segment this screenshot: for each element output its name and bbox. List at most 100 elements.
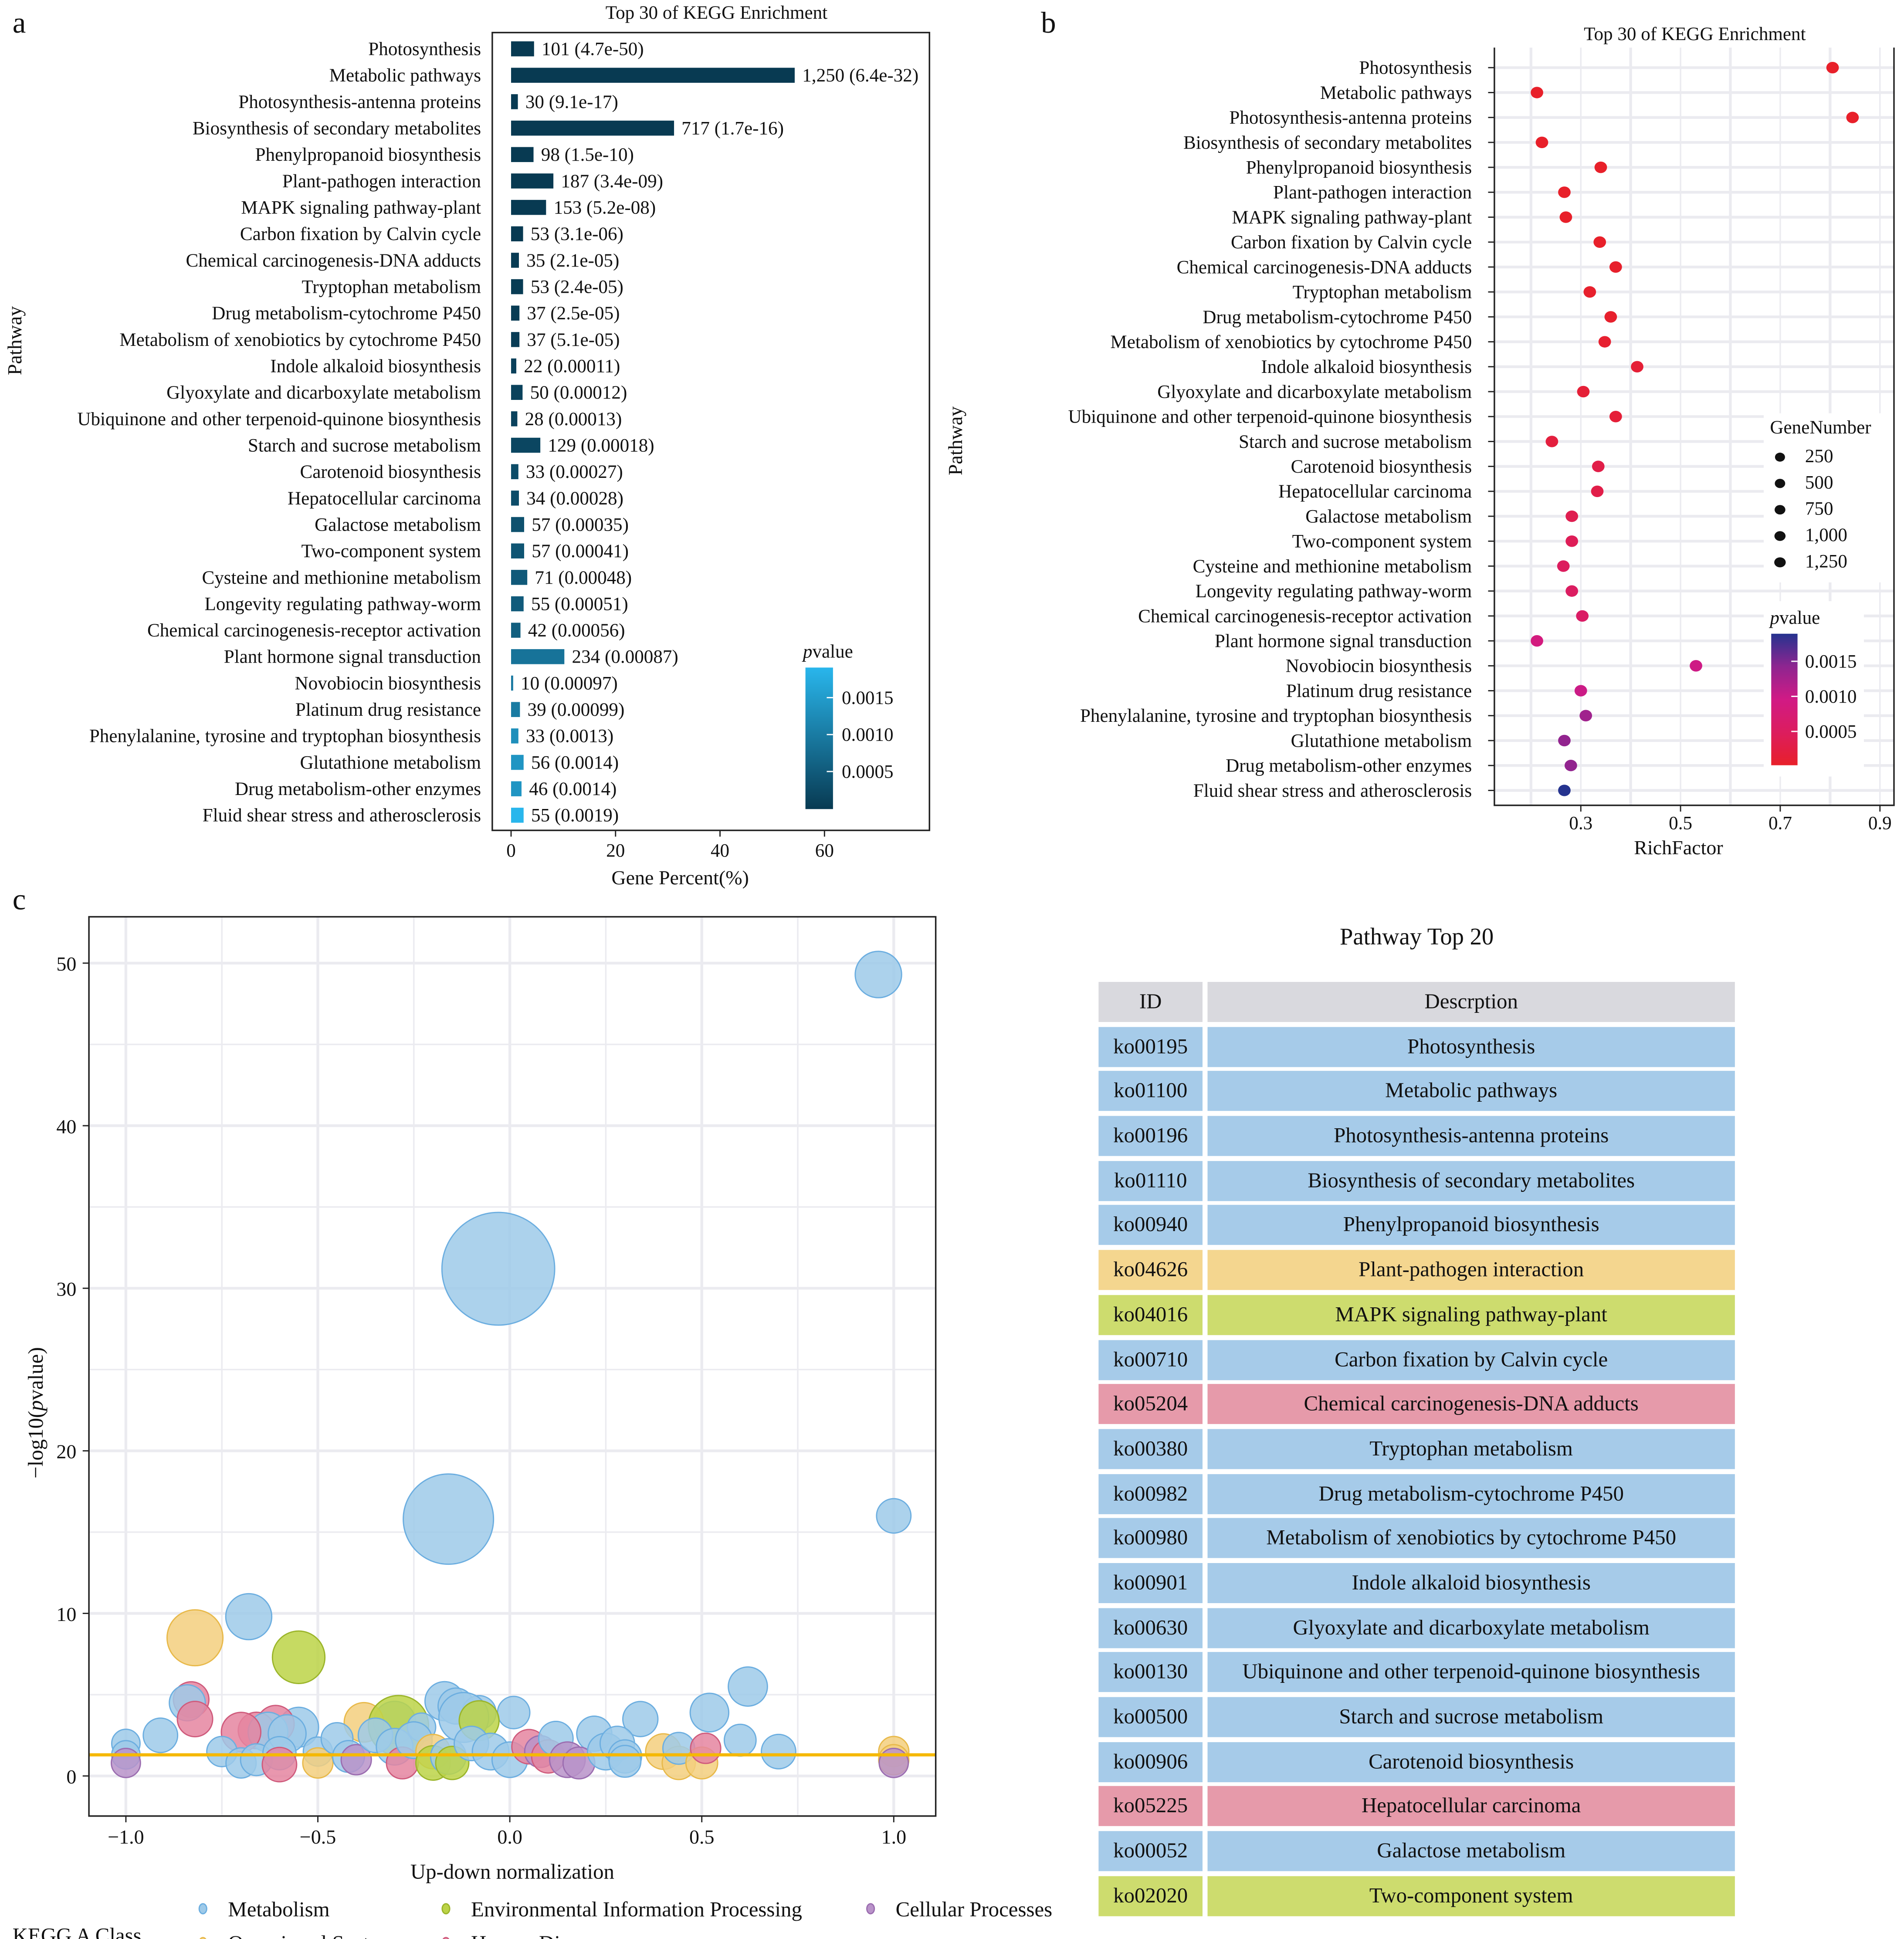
bar bbox=[511, 200, 546, 215]
dot bbox=[1609, 411, 1622, 423]
pathway-label: Cysteine and methionine metabolism bbox=[1193, 556, 1472, 577]
pathway-label: Metabolic pathways bbox=[329, 65, 481, 86]
table-row: ko02020 Two-component system bbox=[1098, 1876, 1735, 1916]
pathway-label: Plant hormone signal transduction bbox=[1215, 631, 1472, 652]
pathway-label: Two-component system bbox=[302, 541, 481, 562]
pathway-label: Longevity regulating pathway-worm bbox=[205, 594, 481, 614]
dot bbox=[1565, 535, 1579, 547]
y-tick-label: 50 bbox=[56, 953, 76, 975]
pathway-label: Tryptophan metabolism bbox=[1293, 282, 1472, 303]
pathway-label: MAPK signaling pathway-plant bbox=[241, 197, 481, 218]
bubble bbox=[261, 1746, 298, 1783]
color-legend-title: pvalue bbox=[1768, 608, 1820, 628]
pathway-label: Chemical carcinogenesis-receptor activat… bbox=[147, 620, 481, 641]
bubble bbox=[166, 1609, 224, 1667]
pathway-label: Novobiocin biosynthesis bbox=[295, 673, 481, 694]
table-row: ko00130 Ubiquinone and other terpenoid-qu… bbox=[1098, 1652, 1735, 1693]
pathway-label: Phenylalanine, tyrosine and tryptophan b… bbox=[1080, 706, 1472, 726]
pathway-table: ID Descrption ko00195 Photosynthesis ko01100… bbox=[1098, 982, 1735, 1921]
cell-id: ID bbox=[1098, 982, 1203, 1022]
pathway-label: Indole alkaloid biosynthesis bbox=[270, 356, 481, 376]
pathway-label: Phenylpropanoid biosynthesis bbox=[1246, 157, 1472, 178]
pathway-label: Platinum drug resistance bbox=[295, 700, 481, 720]
bar bbox=[511, 173, 554, 189]
bubble bbox=[142, 1717, 179, 1753]
dot bbox=[1591, 485, 1604, 497]
pathway-label: Photosynthesis-antenna proteins bbox=[1229, 108, 1472, 128]
bar-data-label: 153 (5.2e-08) bbox=[554, 197, 656, 218]
bar-data-label: 37 (5.1e-05) bbox=[527, 330, 620, 350]
size-legend-dot bbox=[1774, 531, 1786, 541]
bar-data-label: 33 (0.00027) bbox=[526, 462, 623, 482]
legend-tick-label: 0.0010 bbox=[842, 725, 894, 745]
pathway-label: Ubiquinone and other terpenoid-quinone b… bbox=[77, 409, 481, 430]
y-axis-label: Pathway bbox=[944, 406, 966, 475]
dot bbox=[1535, 136, 1548, 149]
cell-id: ko00052 bbox=[1098, 1831, 1203, 1871]
cell-id: ko00901 bbox=[1098, 1563, 1203, 1603]
bar bbox=[511, 68, 795, 83]
bar-data-label: 98 (1.5e-10) bbox=[541, 145, 634, 165]
bar bbox=[511, 147, 534, 162]
dot bbox=[1690, 660, 1702, 672]
table-row: ko05204 Chemical carcinogenesis-DNA adduc… bbox=[1098, 1384, 1735, 1425]
pathway-label: Two-component system bbox=[1292, 531, 1472, 552]
bar-data-label: 129 (0.00018) bbox=[548, 435, 654, 456]
pathway-label: Phenylpropanoid biosynthesis bbox=[255, 145, 481, 165]
legend-swatch bbox=[199, 1937, 207, 1939]
y-axis-label: −log10(pvalue) bbox=[24, 1347, 47, 1479]
bubble bbox=[176, 1701, 213, 1738]
dot bbox=[1531, 635, 1543, 647]
legend-tick-label: 0.0005 bbox=[1805, 721, 1857, 742]
bar-data-label: 30 (9.1e-17) bbox=[525, 92, 618, 112]
cell-id: ko00982 bbox=[1098, 1473, 1203, 1514]
dot bbox=[1574, 685, 1587, 697]
x-tick-label: 60 bbox=[815, 841, 834, 861]
dot bbox=[1846, 112, 1859, 123]
legend-title-rest: value bbox=[1779, 608, 1820, 628]
cell-description: Tryptophan metabolism bbox=[1207, 1429, 1735, 1469]
cell-id: ko01110 bbox=[1098, 1161, 1203, 1201]
cell-description: MAPK signaling pathway-plant bbox=[1207, 1295, 1735, 1335]
pathway-label: Phenylalanine, tyrosine and tryptophan b… bbox=[89, 726, 481, 747]
bar-data-label: 34 (0.00028) bbox=[526, 488, 623, 509]
color-bar bbox=[805, 667, 833, 809]
cell-description: Plant-pathogen interaction bbox=[1207, 1250, 1735, 1290]
pathway-label: Chemical carcinogenesis-DNA adducts bbox=[186, 250, 481, 271]
bar bbox=[511, 570, 528, 585]
size-legend-label: 1,250 bbox=[1805, 551, 1847, 572]
table-row: ko00710 Carbon fixation by Calvin cycle bbox=[1098, 1339, 1735, 1380]
pathway-label: Plant-pathogen interaction bbox=[1273, 183, 1472, 203]
bar bbox=[511, 94, 518, 109]
bar bbox=[511, 781, 522, 796]
chart-title: Top 30 of KEGG Enrichment bbox=[1584, 24, 1806, 44]
pathway-label: Carbon fixation by Calvin cycle bbox=[1231, 232, 1472, 253]
cell-description: Indole alkaloid biosynthesis bbox=[1207, 1563, 1735, 1603]
cell-id: ko00130 bbox=[1098, 1652, 1203, 1693]
pathway-label: Glyoxylate and dicarboxylate metabolism bbox=[166, 382, 481, 403]
bar bbox=[511, 755, 524, 770]
cell-description: Photosynthesis bbox=[1207, 1026, 1735, 1067]
bar-data-label: 57 (0.00041) bbox=[532, 541, 629, 562]
bar bbox=[511, 702, 520, 717]
cell-id: ko04626 bbox=[1098, 1250, 1203, 1290]
bar-data-label: 53 (3.1e-06) bbox=[531, 224, 623, 244]
chart-title: Top 30 of KEGG Enrichment bbox=[606, 3, 827, 23]
bubble bbox=[403, 1473, 495, 1565]
cell-description: Phenylpropanoid biosynthesis bbox=[1207, 1205, 1735, 1246]
bar-data-label: 56 (0.0014) bbox=[531, 752, 619, 773]
plot-frame bbox=[88, 916, 937, 1817]
cell-description: Galactose metabolism bbox=[1207, 1831, 1735, 1871]
pathway-label: Starch and sucrose metabolism bbox=[248, 435, 481, 456]
pathway-label: Drug metabolism-cytochrome P450 bbox=[212, 303, 481, 324]
cell-id: ko00380 bbox=[1098, 1429, 1203, 1469]
bar-data-label: 22 (0.00011) bbox=[524, 356, 620, 376]
pathway-label: Metabolism of xenobiotics by cytochrome … bbox=[1110, 332, 1472, 352]
table-row: ko04626 Plant-pathogen interaction bbox=[1098, 1250, 1735, 1290]
pathway-label: Metabolic pathways bbox=[1320, 83, 1472, 103]
size-legend-dot bbox=[1774, 557, 1786, 568]
y-tick-label: 40 bbox=[56, 1115, 76, 1137]
dot bbox=[1604, 311, 1617, 323]
